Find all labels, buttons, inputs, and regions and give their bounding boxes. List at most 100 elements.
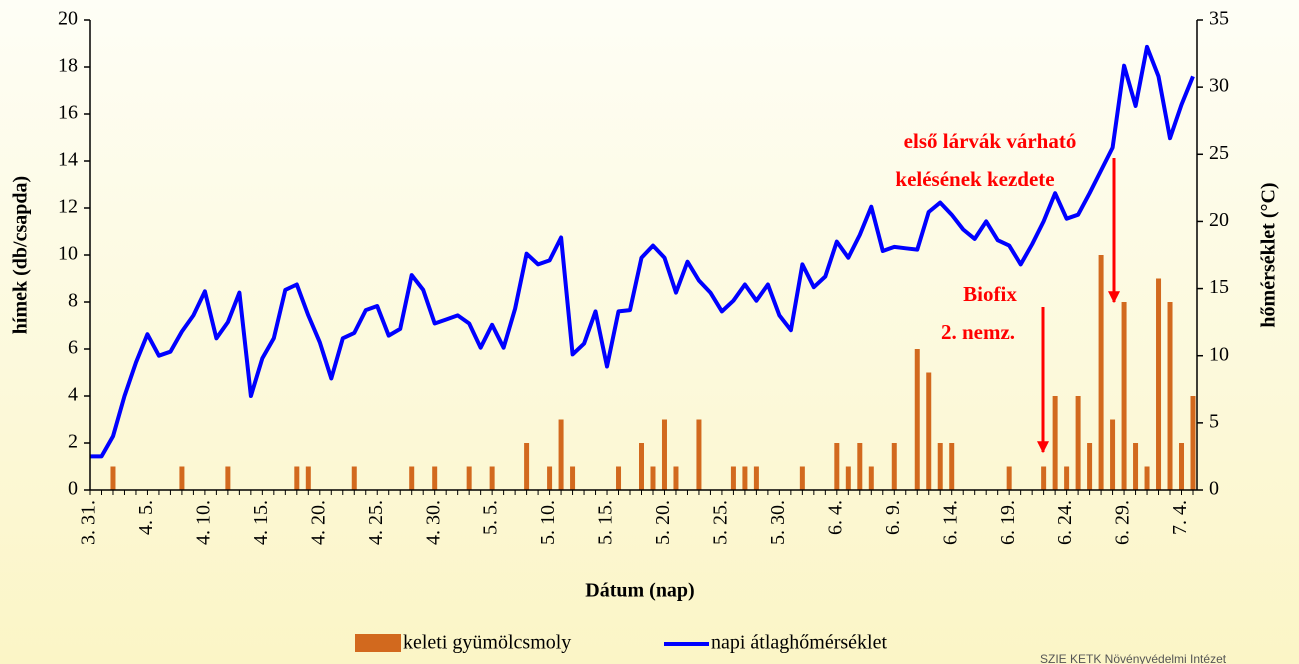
bar [730, 466, 736, 490]
bar [351, 466, 357, 490]
source: SZIE KETK Növényvédelmi Intézet [1040, 652, 1227, 664]
legend-label: keleti gyümölcsmoly [403, 632, 571, 654]
y2-tick-label: 10 [1209, 343, 1229, 365]
x-tick-label: 5. 25. [710, 500, 732, 545]
bar [949, 443, 955, 490]
legend-label: napi átlaghőmérséklet [711, 632, 887, 654]
bar [225, 466, 231, 490]
annotation: Biofix [963, 282, 1017, 306]
bar [1052, 396, 1058, 490]
bar [524, 443, 530, 490]
x-tick-label: 5. 15. [595, 500, 617, 545]
bar [799, 466, 805, 490]
bar [1121, 302, 1127, 490]
bar [466, 466, 472, 490]
bar [305, 466, 311, 490]
line [90, 44, 1195, 459]
x-tick-label: 6. 9. [882, 500, 904, 535]
y-tick-label: 2 [68, 431, 78, 453]
bar [616, 466, 622, 490]
x-tick-label: 6. 14. [939, 500, 961, 545]
bar [1179, 443, 1185, 490]
bar [1075, 396, 1081, 490]
y-tick-label: 10 [58, 243, 78, 265]
x-tick-label: 5. 10. [537, 500, 559, 545]
bar [179, 466, 185, 490]
x-tick-label: 7. 4. [1169, 500, 1191, 535]
bar [1098, 255, 1104, 490]
y2-tick-label: 20 [1209, 209, 1229, 231]
x-tick-label: 5. 30. [767, 500, 789, 545]
bar [1064, 466, 1070, 490]
bar [857, 443, 863, 490]
plot: 0 2 4 6 8 10 12 14 16 18 20 0 5 10 15 20 25 30 35 3. 31. 4. … [58, 8, 1229, 545]
x-tick-label: 3. 31. [78, 500, 100, 545]
annotation: 2. nemz. [941, 320, 1015, 344]
y2-tick-label: 30 [1209, 75, 1229, 97]
y2-tick-label: 0 [1209, 478, 1219, 500]
annotation: kelésének kezdete [895, 167, 1054, 191]
x-axis-title: Dátum (nap) [585, 580, 694, 602]
x-tick-label: 4. 10. [192, 500, 214, 545]
x-tick-label: 4. 30. [422, 500, 444, 545]
bar [558, 419, 564, 490]
x-tick-label: 4. 25. [365, 500, 387, 545]
legend-swatch [355, 634, 401, 652]
bar [926, 372, 932, 490]
x-tick-label: 5. 5. [480, 500, 502, 535]
bar [409, 466, 415, 490]
bar [1110, 419, 1116, 490]
x-tick-label: 6. 19. [997, 500, 1019, 545]
bar [110, 466, 116, 490]
bar [1041, 466, 1047, 490]
bar [570, 466, 576, 490]
bar [1087, 443, 1093, 490]
bar [1144, 466, 1150, 490]
bar [742, 466, 748, 490]
y-tick-label: 6 [68, 337, 78, 359]
bar [673, 466, 679, 490]
bar [753, 466, 759, 490]
y-tick-label: 18 [58, 55, 78, 77]
bar [1156, 278, 1162, 490]
x-tick-label: 6. 4. [824, 500, 846, 535]
y2-tick-label: 35 [1209, 8, 1229, 30]
y2-tick-label: 5 [1209, 410, 1219, 432]
y-axis-title: hímek (db/csapda) [10, 176, 32, 334]
y-tick-label: 4 [68, 384, 78, 406]
y-tick-label: 8 [68, 290, 78, 312]
annotation: első lárvák várható [904, 129, 1077, 153]
x-tick-label: 4. 5. [135, 500, 157, 535]
bar [661, 419, 667, 490]
bar [650, 466, 656, 490]
bar [1006, 466, 1012, 490]
x-tick-label: 4. 20. [307, 500, 329, 545]
bar [891, 443, 897, 490]
y2-tick-label: 15 [1209, 276, 1229, 298]
y-tick-label: 0 [68, 478, 78, 500]
y-tick-label: 20 [58, 8, 78, 30]
bar [696, 419, 702, 490]
bar [1190, 396, 1196, 490]
bar [489, 466, 495, 490]
bar [639, 443, 644, 490]
x-tick-label: 4. 15. [250, 500, 272, 545]
bar [868, 466, 874, 490]
y-tick-label: 12 [58, 196, 78, 218]
y-tick-label: 14 [58, 149, 78, 171]
x-tick-label: 6. 29. [1112, 500, 1134, 545]
y2-axis-title: hőmérséklet (°C) [1258, 182, 1280, 327]
bar [937, 443, 943, 490]
x-tick-label: 6. 24. [1054, 500, 1076, 545]
bar [1133, 443, 1139, 490]
bar [834, 443, 840, 490]
y-tick-label: 16 [58, 102, 78, 124]
bar [914, 349, 920, 490]
bar [547, 466, 553, 490]
y2-tick-label: 25 [1209, 142, 1229, 164]
x-tick-label: 5. 20. [652, 500, 674, 545]
bar [845, 466, 851, 490]
